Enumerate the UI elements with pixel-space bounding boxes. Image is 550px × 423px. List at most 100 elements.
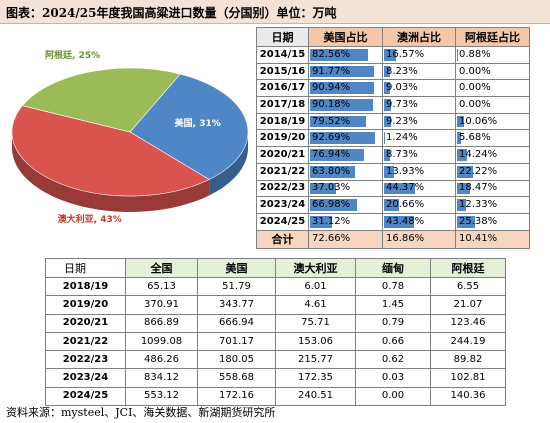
share-bar <box>457 115 464 128</box>
volume-cell: 0.03 <box>355 368 431 388</box>
share-bar <box>384 99 391 111</box>
share-total-row: 合计 72.66% 16.86% 10.41% <box>256 229 530 249</box>
volume-cell: 1.45 <box>355 295 431 315</box>
share-value: 0.00% <box>459 82 491 94</box>
volume-header-4: 缅甸 <box>355 258 431 278</box>
volume-cell: 51.79 <box>197 276 276 297</box>
share-cell: 16.86% <box>382 229 456 249</box>
share-cell: 90.18% <box>308 96 383 114</box>
share-value: 66.98% <box>312 199 351 211</box>
share-header-1: 美国占比 <box>308 27 383 47</box>
share-row-label: 2021/22 <box>256 162 309 181</box>
volume-header-3: 澳大利亚 <box>275 258 356 278</box>
share-cell: 8.73% <box>382 146 456 164</box>
volume-table: 日期 全国 美国 澳大利亚 缅甸 阿根廷 2018/19 65.13 51.79 6.01 0.7… <box>45 258 506 407</box>
volume-cell: 89.82 <box>430 350 506 370</box>
volume-row: 2020/21 866.89 666.94 75.71 0.79 123.46 <box>45 313 506 333</box>
share-row: 2020/21 76.94% 8.73% 14.24% <box>256 146 530 164</box>
share-value: 44.37% <box>386 182 425 194</box>
share-row: 2023/24 66.98% 20.66% 12.33% <box>256 196 530 214</box>
share-cell: 82.56% <box>308 46 383 64</box>
share-value: 1.24% <box>386 132 418 144</box>
share-value: 10.41% <box>459 233 498 245</box>
volume-cell: 4.61 <box>275 295 356 315</box>
share-bar <box>457 215 475 228</box>
pie-slice-0 <box>129 73 249 180</box>
volume-header-2: 美国 <box>197 258 276 278</box>
share-bar <box>384 165 394 178</box>
share-bar <box>310 199 357 211</box>
share-row-label: 2015/16 <box>256 62 309 81</box>
share-header-3: 阿根廷占比 <box>455 27 530 47</box>
volume-cell: 866.89 <box>125 313 198 333</box>
share-value: 12.33% <box>459 199 498 211</box>
share-cell: 13.93% <box>382 162 456 181</box>
volume-cell: 65.13 <box>125 276 198 297</box>
volume-cell: 701.17 <box>197 331 276 352</box>
share-value: 9.73% <box>386 98 418 110</box>
share-cell: 79.52% <box>308 112 383 131</box>
figure-title: 图表：2024/25年度我国高粱进口数量（分国别）单位：万吨 <box>6 6 337 20</box>
volume-cell: 102.81 <box>430 368 506 388</box>
volume-cell: 123.46 <box>430 313 506 333</box>
volume-row-label: 2021/22 <box>45 331 126 352</box>
share-bar <box>310 115 366 128</box>
share-bar <box>457 182 470 195</box>
pie-sides <box>12 132 248 212</box>
share-value: 37.03% <box>312 182 351 194</box>
share-cell: 5.68% <box>455 129 530 148</box>
share-table-header: 日期 美国占比 澳洲占比 阿根廷占比 <box>256 27 530 47</box>
share-bar <box>384 115 391 128</box>
share-row-label: 2020/21 <box>256 146 309 164</box>
share-value: 90.18% <box>312 98 351 110</box>
share-cell: 76.94% <box>308 146 383 164</box>
share-bar <box>384 132 385 145</box>
share-value: 9.23% <box>386 115 418 127</box>
volume-cell: 1099.08 <box>125 331 198 352</box>
volume-row-label: 2023/24 <box>45 368 126 388</box>
volume-cell: 180.05 <box>197 350 276 370</box>
share-cell: 1.24% <box>382 129 456 148</box>
share-bar <box>384 215 415 228</box>
pie-slice-1 <box>11 105 210 197</box>
share-cell: 20.66% <box>382 196 456 214</box>
share-cell: 0.00% <box>455 62 530 81</box>
share-value: 63.80% <box>312 165 351 177</box>
share-cell: 8.23% <box>382 62 456 81</box>
share-value: 43.48% <box>386 215 425 227</box>
share-bar <box>457 49 458 61</box>
share-row-label: 2022/23 <box>256 179 309 198</box>
share-bar <box>310 149 364 161</box>
share-value: 76.94% <box>312 148 351 160</box>
volume-cell: 343.77 <box>197 295 276 315</box>
share-row: 2015/16 91.77% 8.23% 0.00% <box>256 62 530 81</box>
pie-slice-2 <box>21 67 181 133</box>
share-bar <box>310 99 374 111</box>
share-row: 2021/22 63.80% 13.93% 22.22% <box>256 162 530 181</box>
volume-row-label: 2022/23 <box>45 350 126 370</box>
share-bar <box>310 182 336 195</box>
share-cell: 63.80% <box>308 162 383 181</box>
share-cell: 9.73% <box>382 96 456 114</box>
share-value: 5.68% <box>459 132 491 144</box>
volume-header-0: 日期 <box>45 258 126 278</box>
share-bar <box>310 82 374 95</box>
share-cell: 0.88% <box>455 46 530 64</box>
share-row-label: 2024/25 <box>256 212 309 231</box>
volume-row-label: 2018/19 <box>45 276 126 297</box>
volume-cell: 553.12 <box>125 386 198 407</box>
volume-row: 2019/20 370.91 343.77 4.61 1.45 21.07 <box>45 295 506 315</box>
share-value: 20.66% <box>386 199 425 211</box>
share-value: 16.57% <box>386 48 425 60</box>
share-value: 13.93% <box>386 165 425 177</box>
share-bar <box>310 65 375 78</box>
share-value: 0.88% <box>459 48 491 60</box>
share-bar <box>384 149 391 161</box>
share-bar <box>457 132 461 145</box>
volume-row-label: 2020/21 <box>45 313 126 333</box>
volume-row: 2018/19 65.13 51.79 6.01 0.78 6.55 <box>45 276 506 297</box>
share-row-label: 2016/17 <box>256 79 309 98</box>
volume-cell: 0.66 <box>355 331 431 352</box>
volume-row: 2023/24 834.12 558.68 172.35 0.03 102.81 <box>45 368 506 388</box>
volume-cell: 172.16 <box>197 386 276 407</box>
